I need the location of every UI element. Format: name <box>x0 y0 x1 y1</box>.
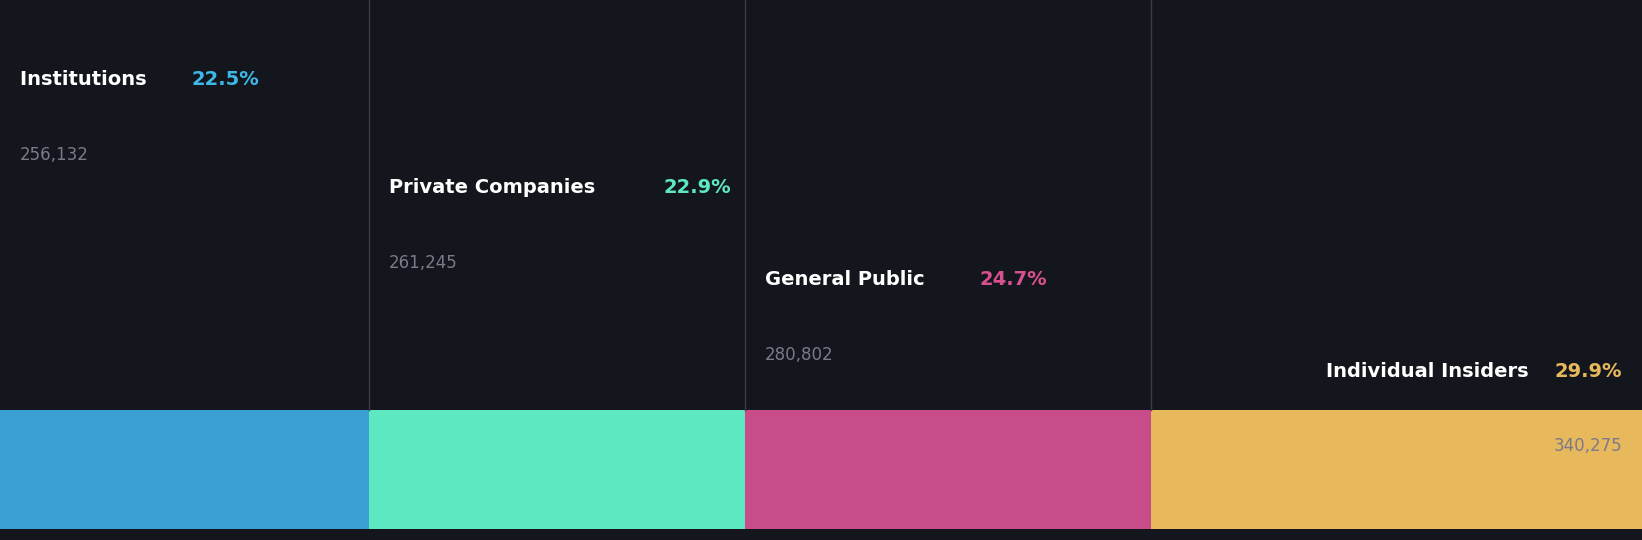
Text: 256,132: 256,132 <box>20 146 89 164</box>
Text: 340,275: 340,275 <box>1553 437 1622 455</box>
Text: Individual Insiders: Individual Insiders <box>1325 362 1535 381</box>
Text: 22.9%: 22.9% <box>663 178 732 197</box>
Text: Private Companies: Private Companies <box>389 178 603 197</box>
Bar <box>1151 410 1642 529</box>
Bar <box>745 410 1151 529</box>
Text: 261,245: 261,245 <box>389 254 458 272</box>
Text: General Public: General Public <box>765 270 931 289</box>
Text: 29.9%: 29.9% <box>1555 362 1622 381</box>
Bar <box>0 410 369 529</box>
Text: 24.7%: 24.7% <box>980 270 1048 289</box>
Text: Institutions: Institutions <box>20 70 153 89</box>
Text: 22.5%: 22.5% <box>192 70 259 89</box>
Text: 280,802: 280,802 <box>765 346 834 363</box>
Bar <box>369 410 745 529</box>
